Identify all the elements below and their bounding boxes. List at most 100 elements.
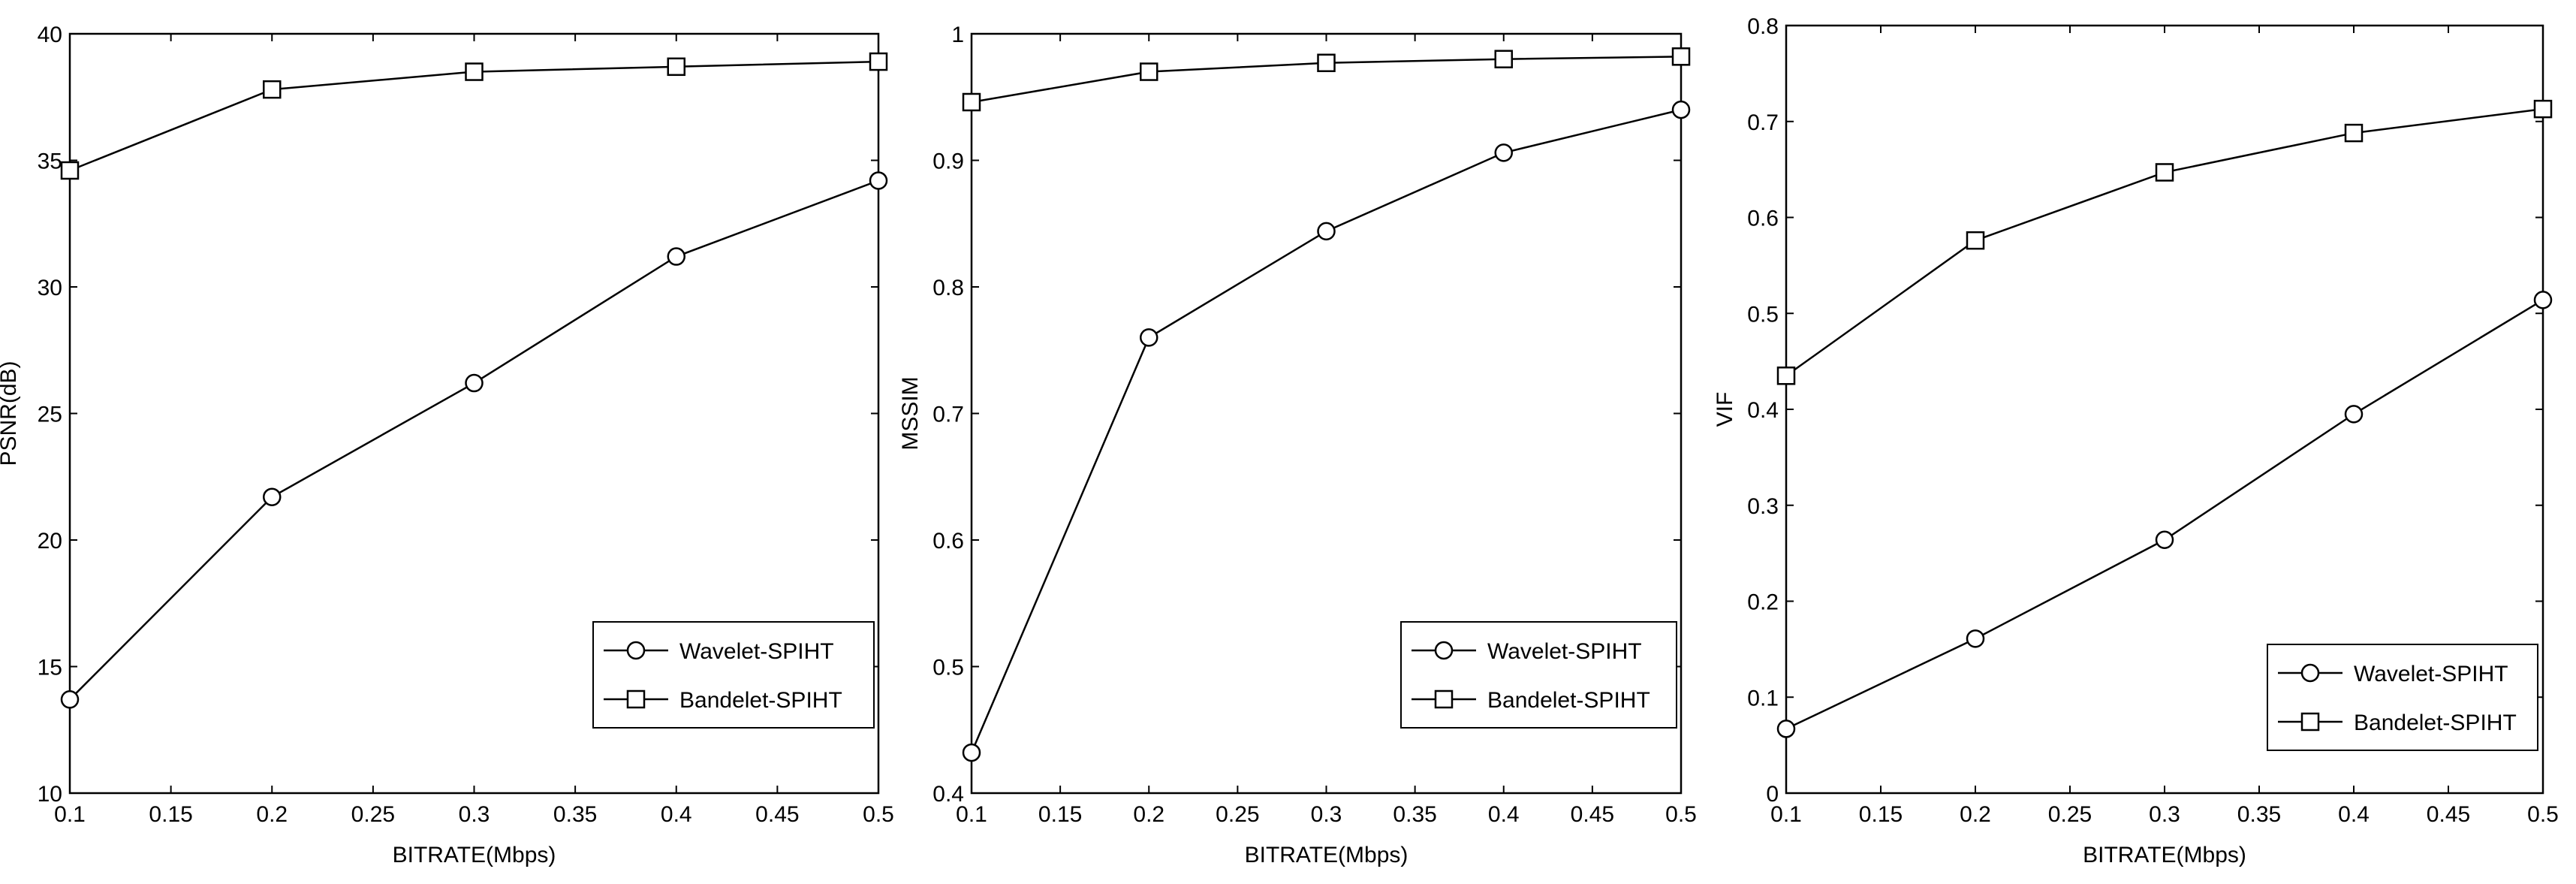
x-tick-label: 0.15 bbox=[1038, 802, 1082, 827]
legend-box bbox=[2267, 644, 2538, 751]
x-axis-label: BITRATE(Mbps) bbox=[1245, 843, 1409, 867]
data-point-square bbox=[263, 80, 282, 99]
data-point-circle bbox=[667, 247, 685, 266]
y-axis-label: PSNR(dB) bbox=[0, 361, 21, 466]
data-point-square bbox=[2533, 99, 2553, 119]
x-tick-label: 0.2 bbox=[1960, 802, 1991, 827]
y-tick-label: 40 bbox=[38, 23, 62, 47]
x-tick-label: 0.25 bbox=[2048, 802, 2092, 827]
data-point-square bbox=[1966, 231, 1985, 250]
x-tick-label: 0.25 bbox=[1216, 802, 1259, 827]
legend-label: Wavelet-SPIHT bbox=[1487, 639, 1642, 664]
x-tick-label: 0.15 bbox=[149, 802, 192, 827]
legend-box bbox=[1400, 621, 1677, 729]
y-tick-label: 20 bbox=[38, 529, 62, 554]
x-tick-label: 0.3 bbox=[459, 802, 490, 827]
legend-marker-square bbox=[1434, 689, 1454, 709]
y-tick-label: 0.5 bbox=[1747, 302, 1779, 327]
x-tick-label: 0.3 bbox=[1311, 802, 1342, 827]
y-tick-label: 25 bbox=[38, 403, 62, 427]
x-tick-label: 0.1 bbox=[1770, 802, 1802, 827]
data-point-square bbox=[1671, 47, 1691, 66]
data-point-circle bbox=[60, 690, 80, 709]
chart-panel-3: 0.1 0.15 0.2 0.25 0.3 0.35 0.4 0.45 0.500.10.20.… bbox=[1713, 14, 2559, 867]
x-axis-label: BITRATE(Mbps) bbox=[2083, 843, 2246, 867]
x-tick-label: 0.35 bbox=[553, 802, 597, 827]
data-point-circle bbox=[1317, 222, 1336, 241]
chart-panel-2: 0.1 0.15 0.2 0.25 0.3 0.35 0.4 0.45 0.5 0.4 0.5 0.6… bbox=[898, 23, 1697, 867]
data-point-square bbox=[869, 52, 888, 71]
x-tick-label: 0.3 bbox=[2149, 802, 2180, 827]
data-point-circle bbox=[1494, 143, 1513, 162]
y-tick-label: 0.2 bbox=[1747, 590, 1779, 615]
y-tick-label: 35 bbox=[38, 149, 62, 174]
data-point-square bbox=[1140, 62, 1158, 81]
x-tick-label: 0.35 bbox=[1393, 802, 1436, 827]
x-tick-label: 0.25 bbox=[351, 802, 395, 827]
x-tick-label: 0.1 bbox=[54, 802, 86, 827]
x-tick-label: 0.45 bbox=[755, 802, 799, 827]
data-point-circle bbox=[1671, 100, 1691, 119]
y-tick-label: 0.1 bbox=[1747, 686, 1779, 711]
data-point-square bbox=[60, 161, 80, 180]
y-tick-label: 30 bbox=[38, 276, 62, 300]
legend-label: Bandelet-SPIHT bbox=[679, 688, 842, 713]
x-tick-label: 0.4 bbox=[1488, 802, 1520, 827]
legend-marker-circle bbox=[626, 641, 646, 660]
legend-label: Wavelet-SPIHT bbox=[679, 639, 834, 664]
x-tick-label: 0.5 bbox=[1665, 802, 1697, 827]
y-tick-label: 0.7 bbox=[1747, 110, 1779, 135]
x-tick-label: 0.15 bbox=[1859, 802, 1903, 827]
legend-label: Bandelet-SPIHT bbox=[1487, 688, 1650, 713]
y-tick-label: 0.4 bbox=[932, 782, 964, 807]
data-point-circle bbox=[2344, 405, 2364, 424]
data-point-circle bbox=[2155, 530, 2174, 549]
data-point-circle bbox=[465, 373, 484, 393]
x-tick-label: 0.5 bbox=[863, 802, 894, 827]
y-axis-label: VIF bbox=[1713, 392, 1737, 427]
y-tick-label: 0.8 bbox=[1747, 14, 1779, 39]
data-point-square bbox=[962, 92, 981, 112]
data-point-circle bbox=[2533, 291, 2553, 309]
y-tick-label: 0.3 bbox=[1747, 494, 1779, 519]
legend-label: Bandelet-SPIHT bbox=[2354, 711, 2517, 735]
y-tick-label: 0.4 bbox=[1747, 398, 1779, 423]
data-point-square bbox=[667, 57, 685, 77]
data-point-circle bbox=[962, 743, 981, 762]
y-tick-label: 15 bbox=[38, 656, 62, 680]
y-axis-label: MSSIM bbox=[898, 376, 923, 450]
data-point-circle bbox=[1140, 328, 1158, 347]
y-tick-label: 0.6 bbox=[1747, 207, 1779, 231]
legend: Wavelet-SPIHT Bandelet-SPIHT bbox=[1400, 621, 1677, 729]
legend-marker-circle bbox=[1434, 641, 1454, 660]
x-tick-label: 0.45 bbox=[1571, 802, 1614, 827]
data-point-circle bbox=[1776, 720, 1796, 738]
y-tick-label: 0.5 bbox=[932, 656, 964, 680]
data-point-square bbox=[465, 62, 484, 81]
chart-panel-1: 0.1 0.15 0.2 0.25 0.3 0.35 0.4 0.45 0.5 10 15 20 25 3… bbox=[0, 23, 894, 867]
y-tick-label: 0.6 bbox=[932, 529, 964, 554]
y-tick-label: 0.9 bbox=[932, 149, 964, 174]
data-point-square bbox=[1494, 50, 1513, 68]
y-tick-label: 10 bbox=[38, 782, 62, 807]
legend-box bbox=[592, 621, 875, 729]
data-point-square bbox=[2155, 163, 2174, 182]
x-tick-label: 0.5 bbox=[2527, 802, 2559, 827]
x-tick-label: 0.4 bbox=[661, 802, 692, 827]
legend-label: Wavelet-SPIHT bbox=[2354, 662, 2508, 686]
x-tick-label: 0.45 bbox=[2427, 802, 2470, 827]
legend: Wavelet-SPIHT Bandelet-SPIHT bbox=[2267, 644, 2538, 751]
data-point-circle bbox=[1966, 629, 1985, 648]
y-tick-label: 0.7 bbox=[932, 403, 964, 427]
data-point-square bbox=[2344, 123, 2364, 143]
data-point-circle bbox=[263, 487, 282, 506]
legend-marker-square bbox=[626, 689, 646, 709]
data-point-square bbox=[1317, 53, 1336, 73]
x-tick-label: 0.35 bbox=[2237, 802, 2281, 827]
legend-marker-circle bbox=[2300, 663, 2320, 683]
y-tick-label: 0.8 bbox=[932, 276, 964, 300]
y-tick-label: 1 bbox=[951, 23, 964, 47]
data-point-square bbox=[1776, 367, 1796, 385]
legend: Wavelet-SPIHT Bandelet-SPIHT bbox=[592, 621, 875, 729]
